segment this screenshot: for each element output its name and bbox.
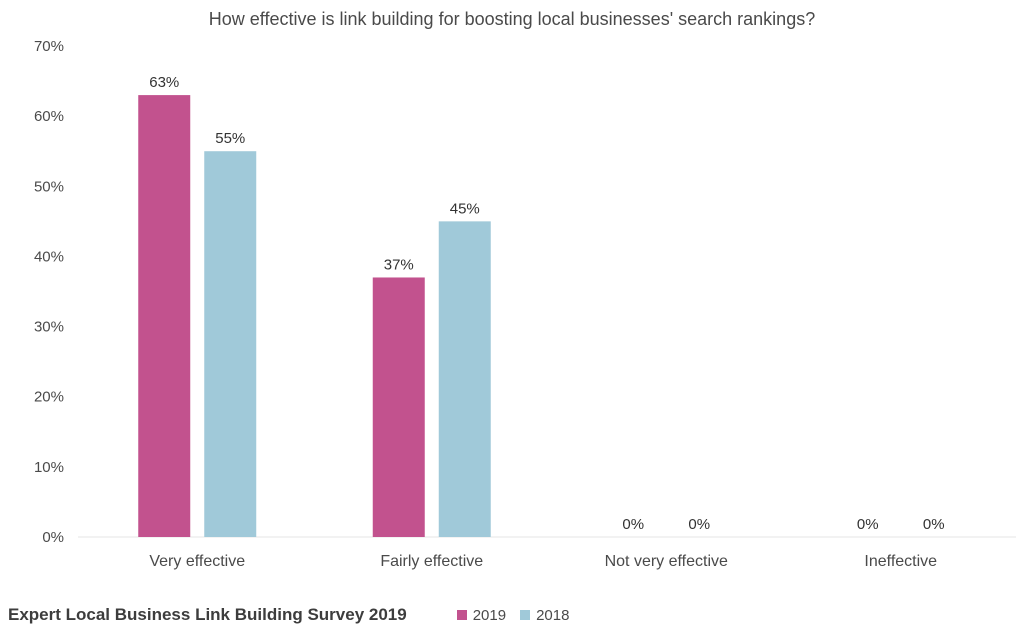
legend-swatch-2019 bbox=[456, 610, 467, 620]
y-axis: 0% 10% 20% 30% 40% 50% 60% 70% bbox=[34, 38, 64, 546]
data-label: 0% bbox=[622, 516, 644, 533]
y-tick-label: 30% bbox=[34, 319, 64, 336]
y-tick-label: 0% bbox=[42, 529, 64, 546]
x-tick-label: Ineffective bbox=[864, 553, 937, 570]
data-label: 45% bbox=[450, 200, 480, 217]
data-label: 0% bbox=[923, 516, 945, 533]
legend-swatch-2018 bbox=[520, 610, 531, 620]
legend-item-2018: 2018 bbox=[520, 607, 569, 624]
y-tick-label: 40% bbox=[34, 248, 64, 265]
data-label: 63% bbox=[149, 74, 179, 91]
x-tick-label: Fairly effective bbox=[380, 553, 483, 570]
y-tick-label: 50% bbox=[34, 178, 64, 195]
data-label: 37% bbox=[384, 256, 414, 273]
legend-label-2018: 2018 bbox=[536, 606, 570, 624]
legend: 2019 2018 bbox=[456, 606, 584, 624]
bar-2019 bbox=[138, 95, 191, 537]
legend-item-2019: 2019 bbox=[456, 606, 507, 624]
chart-title: How effective is link building for boost… bbox=[209, 9, 815, 29]
y-tick-label: 60% bbox=[34, 108, 64, 125]
bars bbox=[138, 95, 491, 537]
y-tick-label: 20% bbox=[34, 389, 64, 406]
y-tick-label: 10% bbox=[34, 459, 64, 476]
bar-2019 bbox=[372, 277, 425, 537]
data-label: 0% bbox=[688, 516, 710, 533]
bar-2018 bbox=[204, 151, 257, 537]
data-label: 55% bbox=[215, 130, 245, 147]
legend-label-2019: 2019 bbox=[472, 606, 507, 624]
x-axis: Very effective Fairly effective Not very e… bbox=[78, 536, 1016, 570]
x-tick-label: Very effective bbox=[149, 553, 245, 570]
x-tick-label: Not very effective bbox=[605, 553, 728, 570]
data-labels: 63% 55% 37% 45% 0% 0% 0% 0% bbox=[149, 74, 944, 533]
data-label: 0% bbox=[857, 516, 879, 533]
bar-2018 bbox=[438, 221, 491, 537]
footer: Expert Local Business Link Building Surv… bbox=[8, 603, 1008, 627]
y-tick-label: 70% bbox=[34, 38, 64, 55]
source-label: Expert Local Business Link Building Surv… bbox=[8, 605, 407, 624]
